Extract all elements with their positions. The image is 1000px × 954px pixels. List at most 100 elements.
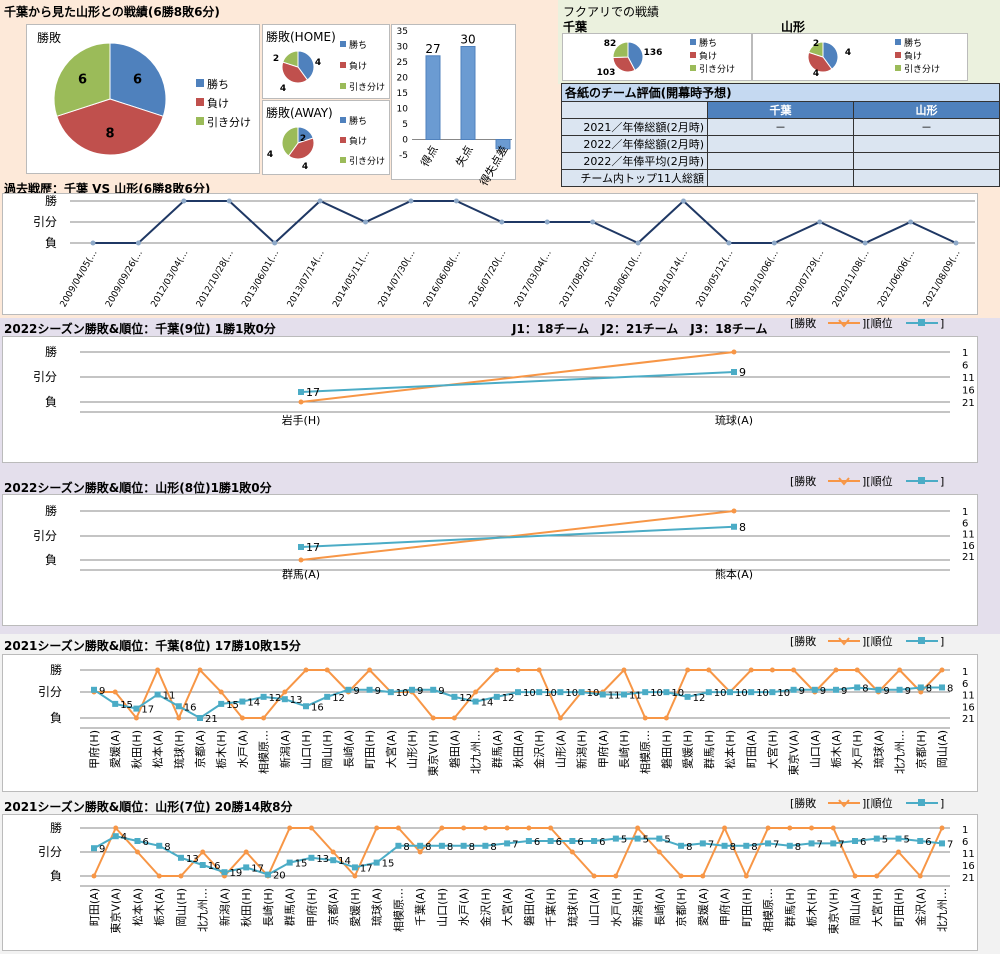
rank-data-label: 8 [490, 842, 496, 853]
rank-data-label: 15 [226, 700, 239, 711]
history-date-label: 2009/04/05(… [59, 249, 100, 310]
rank-data-label: 17 [141, 705, 154, 716]
legend-label: 引き分け [207, 115, 251, 129]
history-marker [272, 240, 278, 246]
rank-data-label: 8 [403, 842, 409, 853]
pie-slice [282, 50, 299, 68]
rank-data-label: 12 [502, 693, 515, 704]
rank-marker [243, 864, 250, 871]
result-marker [743, 873, 749, 879]
x-category-label: 山形(A) [554, 730, 567, 768]
rank-marker [91, 845, 97, 852]
rank-tick-label: 11 [962, 849, 975, 860]
history-date-label: 2012/10/28(… [195, 249, 236, 310]
result-marker [642, 715, 648, 721]
legend-label: 勝ち [904, 37, 922, 49]
result-marker [200, 849, 206, 855]
result-marker [417, 849, 423, 855]
rank-tick-label: 11 [962, 691, 975, 702]
x-category-label: 琉球(H) [565, 888, 579, 927]
eval-table-title: 各紙のチーム評価(開幕時予想) [561, 83, 1000, 102]
x-category-label: 金沢(H) [478, 888, 492, 927]
history-marker [862, 240, 868, 246]
rank-data-label: 9 [799, 686, 805, 697]
rank-marker [218, 700, 225, 707]
result-marker [156, 873, 162, 879]
pie-slice [287, 137, 315, 160]
rank-marker [699, 840, 706, 847]
x-category-label: 群馬(A) [283, 888, 297, 926]
rank-data-label: 9 [438, 686, 444, 697]
legend-swatch [690, 52, 696, 58]
x-category-label: 町田(A) [88, 888, 101, 926]
rank-data-label: 17 [306, 386, 320, 399]
rank-marker [451, 693, 458, 700]
bar-ytick-label: 20 [397, 74, 409, 84]
x-category-label: 大宮(H) [765, 730, 779, 769]
rank-marker [395, 842, 402, 849]
x-category-label: 松本(A) [151, 730, 165, 768]
rank-marker [221, 869, 228, 876]
eval-header-yamagata: 山形 [853, 101, 1000, 119]
result-marker [352, 873, 358, 879]
eval-cell [853, 169, 1000, 187]
eval-cell: － [853, 118, 1000, 136]
rank-data-label: 10 [587, 688, 600, 699]
ylabel-draw: 引分 [38, 685, 62, 699]
rank-marker [134, 838, 141, 844]
x-category-label: 長崎(H) [261, 888, 275, 927]
rank-data-label: 13 [290, 695, 303, 706]
x-category-label: 新潟(H) [631, 888, 645, 927]
history-marker [726, 240, 732, 246]
history-marker [908, 219, 914, 225]
yamagata2021-chart-panel [2, 814, 978, 951]
rank-line [300, 371, 735, 393]
x-category-label: 長崎(A) [652, 888, 666, 926]
x-category-label: 東京V(A) [109, 888, 123, 934]
result-marker [218, 689, 224, 695]
rank-marker [569, 838, 576, 844]
pie-home-title: 勝敗(HOME) [266, 30, 336, 44]
result-marker [303, 667, 309, 673]
rank-marker [298, 544, 304, 550]
ylabel-win: 勝 [50, 820, 62, 835]
rank-marker [308, 854, 315, 861]
rank-data-label: 10 [565, 688, 578, 699]
bar-ytick-label: 30 [397, 43, 409, 53]
legend-label: 負け [207, 97, 229, 110]
rank-tick-label: 16 [962, 702, 975, 713]
legend-label: 勝ち [349, 39, 367, 51]
rank-data-label: 20 [273, 871, 286, 882]
x-category-label: 金沢(A) [913, 888, 927, 926]
rank-data-label: 7 [838, 839, 844, 850]
rank-marker [112, 700, 119, 707]
history-marker [771, 240, 777, 246]
result-marker [663, 715, 669, 721]
pie-home-panel: 勝敗(HOME) [262, 24, 390, 99]
result-marker [635, 825, 641, 831]
history-date-label: 2018/10/14(… [649, 249, 690, 310]
pie-slice [612, 56, 636, 73]
x-category-label: 山口(A) [809, 730, 822, 768]
fukuari-yamagata-panel [752, 33, 968, 81]
rank-marker [852, 838, 859, 844]
rank-marker [373, 859, 380, 866]
legend-result-marker [838, 477, 850, 486]
bar-ytick-label: 0 [402, 136, 408, 146]
rank-marker [286, 859, 293, 866]
x-category-label: 千葉(A) [413, 888, 427, 926]
pie-data-label: 4 [845, 48, 851, 58]
rank-marker [504, 840, 511, 847]
rank-marker [705, 689, 712, 696]
rank-marker [939, 684, 945, 691]
x-category-label: 松本(A) [130, 888, 144, 926]
x-category-label: 新潟(H) [575, 730, 589, 769]
result-marker [330, 849, 336, 855]
pie-data-label: 4 [280, 84, 286, 94]
rank-marker [833, 686, 839, 693]
x-category-label: 松本(H) [723, 730, 737, 769]
rank-data-label: 17 [251, 863, 264, 874]
x-category-label: 甲府(A) [718, 888, 732, 926]
eval-row-label: 2022／年俸総額(2月時) [561, 135, 708, 153]
